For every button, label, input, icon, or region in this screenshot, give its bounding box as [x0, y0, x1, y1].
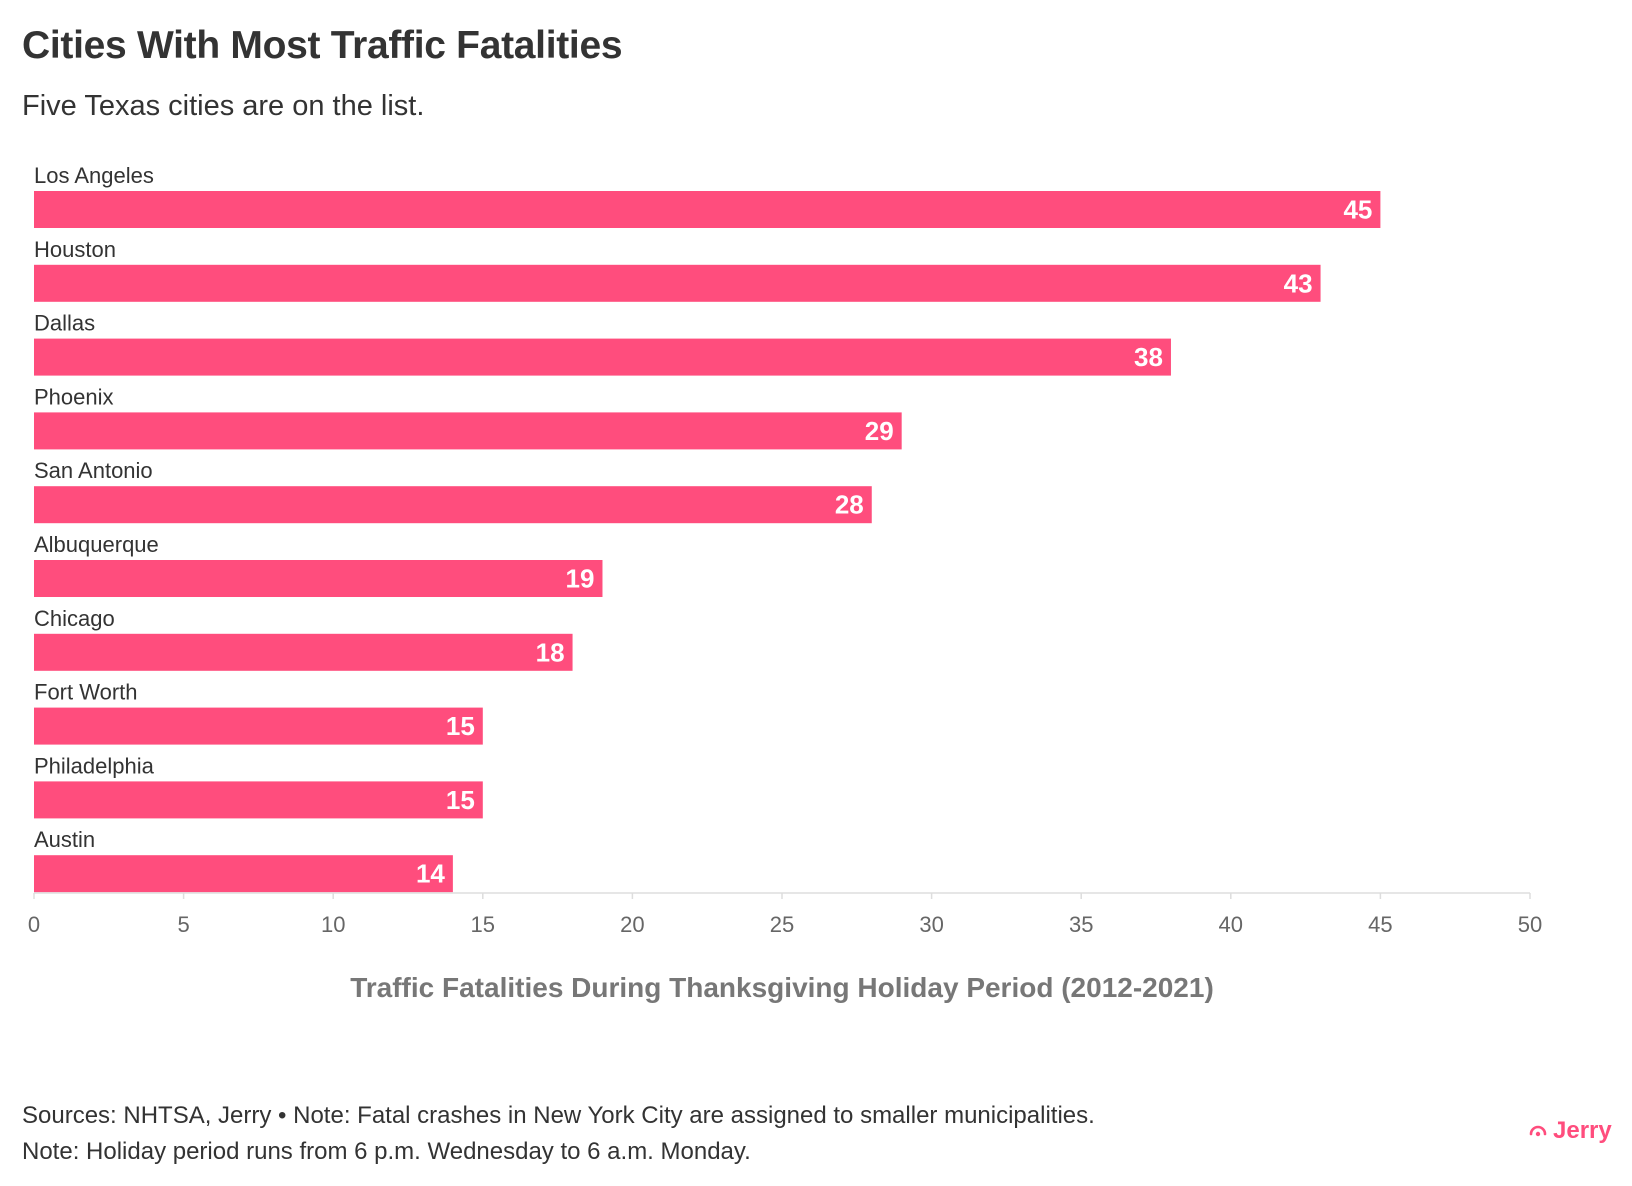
- holiday-period-note: Note: Holiday period runs from 6 p.m. We…: [22, 1138, 751, 1165]
- category-label: Albuquerque: [34, 532, 159, 557]
- value-label: 15: [446, 711, 475, 741]
- category-label: San Antonio: [34, 458, 153, 483]
- category-label: Austin: [34, 827, 95, 852]
- x-tick-label: 45: [1368, 912, 1392, 937]
- x-tick-label: 15: [471, 912, 495, 937]
- bar: [34, 560, 603, 597]
- sources-note: Sources: NHTSA, Jerry • Note: Fatal cras…: [22, 1102, 1095, 1129]
- bar: [34, 264, 1321, 302]
- footer-notes: Sources: NHTSA, Jerry • Note: Fatal cras…: [22, 1098, 1095, 1170]
- bar: [34, 191, 1381, 228]
- category-label: Chicago: [34, 606, 115, 631]
- x-tick-label: 20: [620, 912, 644, 937]
- bar: [34, 781, 483, 819]
- bar: [34, 338, 1171, 376]
- bar: [34, 412, 902, 450]
- x-tick-label: 25: [770, 912, 794, 937]
- x-tick-label: 5: [177, 912, 189, 937]
- category-label: Los Angeles: [34, 163, 154, 188]
- chart-subtitle: Five Texas cities are on the list.: [22, 90, 425, 122]
- jerry-logo-icon: [1529, 1125, 1547, 1137]
- chart-title: Cities With Most Traffic Fatalities: [22, 24, 623, 67]
- category-label: Fort Worth: [34, 680, 138, 705]
- brand-name: Jerry: [1553, 1117, 1612, 1144]
- brand-logo: Jerry: [1527, 1117, 1612, 1145]
- value-label: 28: [835, 490, 864, 520]
- category-label: Houston: [34, 237, 116, 262]
- value-label: 18: [536, 637, 565, 667]
- value-label: 38: [1134, 342, 1163, 372]
- category-label: Philadelphia: [34, 753, 155, 778]
- category-label: Dallas: [34, 311, 95, 336]
- bar: [34, 707, 483, 745]
- value-label: 15: [446, 785, 475, 815]
- bar: [34, 486, 872, 524]
- x-tick-label: 0: [28, 912, 40, 937]
- category-label: Phoenix: [34, 384, 114, 409]
- bar: [34, 633, 573, 671]
- x-tick-label: 50: [1518, 912, 1542, 937]
- x-tick-label: 40: [1219, 912, 1243, 937]
- value-label: 45: [1343, 195, 1372, 225]
- bar: [34, 855, 453, 893]
- value-label: 19: [566, 564, 595, 594]
- x-tick-label: 35: [1069, 912, 1093, 937]
- value-label: 43: [1284, 268, 1313, 298]
- value-label: 14: [416, 859, 445, 889]
- value-label: 29: [865, 416, 894, 446]
- x-axis-title: Traffic Fatalities During Thanksgiving H…: [350, 972, 1214, 1003]
- x-tick-label: 10: [321, 912, 345, 937]
- x-tick-label: 30: [919, 912, 943, 937]
